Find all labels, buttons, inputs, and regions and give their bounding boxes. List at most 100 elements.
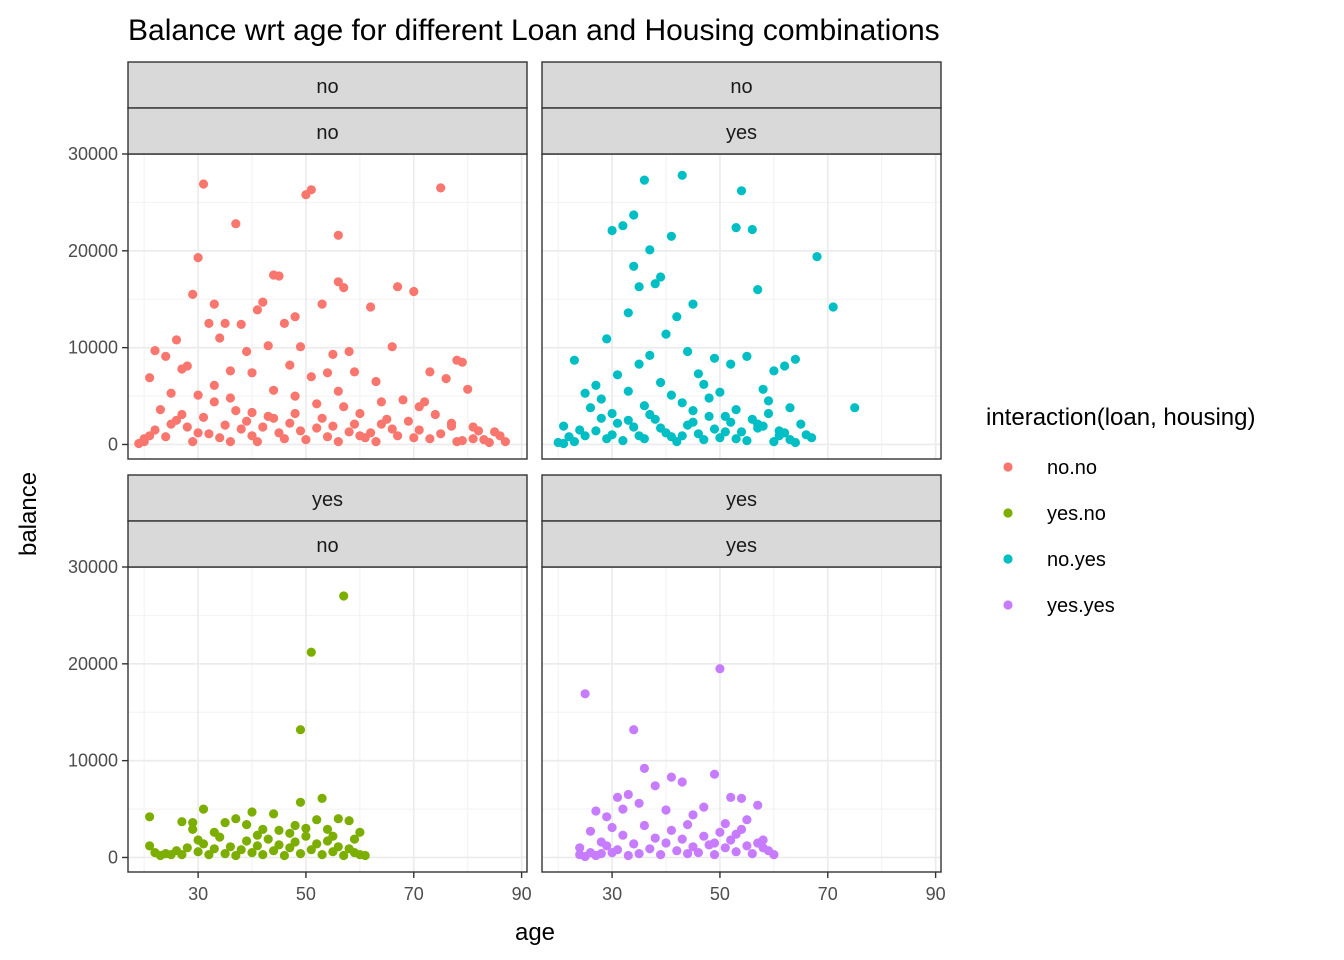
panel-yes.yes: yes yes — [541, 474, 942, 873]
data-point — [171, 335, 182, 345]
data-point — [387, 342, 397, 352]
data-point — [699, 831, 709, 841]
strip-loan-background — [127, 61, 528, 109]
data-point — [672, 846, 682, 856]
data-point — [709, 769, 720, 779]
data-point — [295, 797, 306, 807]
strip-loan-label: no — [730, 76, 752, 98]
data-point — [344, 427, 354, 437]
data-point — [656, 850, 666, 860]
data-point — [596, 394, 606, 404]
data-point — [763, 408, 774, 419]
data-point — [242, 346, 252, 357]
legend-key — [1003, 554, 1013, 564]
data-point — [596, 413, 606, 423]
legend-key — [1003, 462, 1013, 472]
data-point — [312, 423, 322, 433]
data-point — [661, 329, 671, 339]
data-point — [629, 725, 639, 735]
data-point — [812, 252, 822, 262]
data-point — [339, 283, 349, 293]
data-point — [618, 221, 628, 231]
data-point — [269, 846, 279, 856]
data-point — [166, 850, 176, 860]
data-point — [774, 426, 784, 436]
data-point — [661, 838, 671, 848]
data-point — [171, 415, 182, 425]
data-point — [188, 289, 198, 299]
data-point — [322, 432, 333, 442]
data-point — [639, 820, 650, 831]
data-point — [247, 368, 257, 378]
x-tick-label: 70 — [818, 884, 838, 904]
y-axis-ticks-bottom: 0 10000 20000 30000 — [68, 557, 128, 867]
data-point — [666, 772, 677, 782]
data-point — [575, 843, 585, 853]
data-point — [726, 835, 736, 845]
data-point — [559, 421, 569, 431]
data-point — [263, 834, 273, 844]
data-point — [231, 814, 241, 824]
data-point — [639, 401, 650, 411]
data-point — [269, 385, 279, 395]
strip-housing-label: no — [316, 535, 338, 557]
data-point — [317, 413, 327, 423]
data-point — [295, 725, 306, 735]
data-point — [495, 431, 505, 441]
data-point — [715, 664, 725, 674]
data-point — [650, 279, 660, 289]
y-axis-ticks-top: 0 10000 20000 30000 — [68, 144, 128, 454]
data-point — [339, 850, 349, 861]
data-point — [747, 224, 757, 235]
data-point — [758, 384, 768, 394]
data-point — [484, 437, 494, 448]
data-point — [274, 428, 284, 438]
data-point — [247, 431, 257, 441]
data-point — [360, 850, 370, 861]
data-point — [580, 431, 590, 441]
data-point — [349, 834, 360, 844]
data-point — [769, 366, 779, 376]
data-point — [753, 419, 763, 429]
strip-housing-label: yes — [726, 535, 757, 557]
data-point — [193, 847, 203, 857]
data-point — [209, 397, 219, 407]
data-point — [699, 802, 709, 812]
data-point — [639, 763, 650, 774]
data-point — [155, 850, 165, 861]
data-point — [634, 359, 644, 369]
data-point — [339, 591, 349, 601]
data-point — [188, 437, 198, 447]
data-point — [430, 409, 440, 420]
data-point — [677, 834, 687, 844]
data-point — [666, 390, 677, 400]
legend-item-no.no: no.no — [1003, 457, 1097, 479]
data-point — [306, 845, 316, 855]
data-point — [306, 372, 316, 382]
data-point — [290, 312, 300, 322]
data-point — [242, 820, 252, 830]
data-point — [376, 397, 386, 407]
data-point — [220, 318, 230, 328]
y-tick-label: 30000 — [68, 557, 118, 577]
data-point — [693, 369, 704, 379]
data-point — [629, 422, 639, 432]
data-point — [645, 245, 655, 255]
data-point — [580, 689, 590, 699]
data-point — [720, 427, 730, 437]
data-point — [607, 408, 617, 419]
data-point — [709, 850, 720, 860]
panel-background — [542, 154, 941, 459]
data-point — [150, 425, 160, 435]
data-point — [500, 437, 510, 447]
data-point — [666, 825, 677, 836]
data-point — [355, 408, 365, 419]
data-point — [333, 277, 343, 287]
x-tick-label: 30 — [602, 884, 622, 904]
data-point — [333, 842, 343, 852]
data-point — [796, 419, 806, 429]
data-point — [709, 353, 720, 363]
data-point — [693, 429, 704, 439]
data-point — [333, 386, 343, 396]
data-point — [274, 271, 284, 281]
